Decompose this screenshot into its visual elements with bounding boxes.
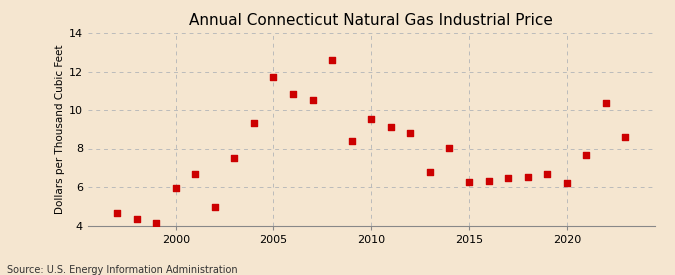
Point bbox=[581, 153, 592, 157]
Point bbox=[151, 220, 161, 225]
Point bbox=[248, 121, 259, 126]
Point bbox=[111, 211, 122, 215]
Point bbox=[601, 101, 612, 105]
Point bbox=[288, 91, 298, 96]
Point bbox=[562, 181, 572, 185]
Point bbox=[190, 171, 200, 176]
Title: Annual Connecticut Natural Gas Industrial Price: Annual Connecticut Natural Gas Industria… bbox=[189, 13, 554, 28]
Text: Source: U.S. Energy Information Administration: Source: U.S. Energy Information Administ… bbox=[7, 265, 238, 275]
Point bbox=[346, 139, 357, 143]
Y-axis label: Dollars per Thousand Cubic Feet: Dollars per Thousand Cubic Feet bbox=[55, 45, 65, 214]
Point bbox=[542, 171, 553, 176]
Point bbox=[503, 176, 514, 180]
Point bbox=[620, 135, 631, 139]
Point bbox=[425, 169, 435, 174]
Point bbox=[464, 180, 475, 184]
Point bbox=[229, 156, 240, 160]
Point bbox=[131, 217, 142, 221]
Point bbox=[307, 98, 318, 103]
Point bbox=[444, 145, 455, 150]
Point bbox=[405, 131, 416, 135]
Point bbox=[522, 175, 533, 180]
Point bbox=[385, 125, 396, 130]
Point bbox=[209, 205, 220, 210]
Point bbox=[268, 75, 279, 79]
Point bbox=[483, 179, 494, 183]
Point bbox=[170, 186, 181, 190]
Point bbox=[327, 58, 338, 62]
Point bbox=[366, 116, 377, 121]
